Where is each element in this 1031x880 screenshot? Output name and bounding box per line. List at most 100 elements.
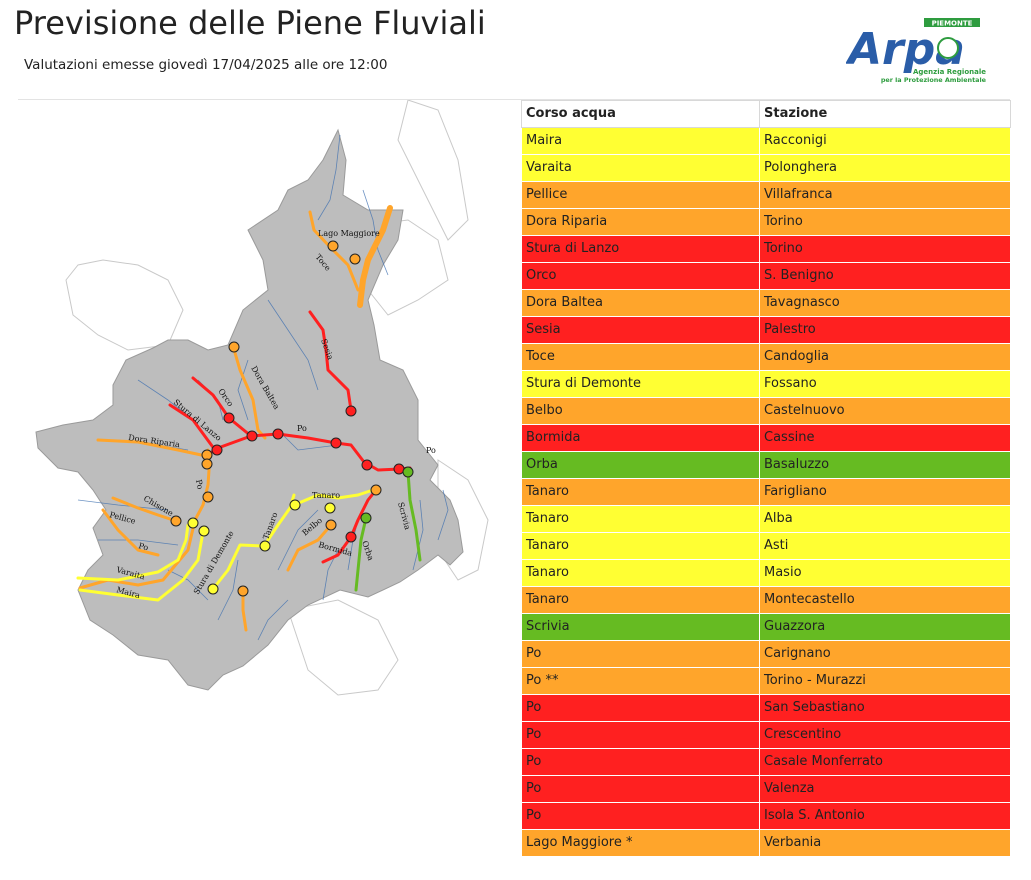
station-marker bbox=[324, 502, 336, 514]
river-cell: Orco bbox=[521, 262, 760, 290]
table-row: Toce Candoglia bbox=[521, 343, 1011, 371]
station-cell: Torino - Murazzi bbox=[759, 667, 1011, 695]
river-cell: Tanaro bbox=[521, 505, 760, 533]
river-cell: Po bbox=[521, 748, 760, 776]
station-marker bbox=[345, 531, 357, 543]
station-cell: Crescentino bbox=[759, 721, 1011, 749]
station-cell: Torino bbox=[759, 208, 1011, 236]
river-cell: Tanaro bbox=[521, 559, 760, 587]
table-row: Varaita Polonghera bbox=[521, 154, 1011, 182]
river-cell: Tanaro bbox=[521, 532, 760, 560]
station-marker bbox=[330, 437, 342, 449]
station-cell: Montecastello bbox=[759, 586, 1011, 614]
station-marker bbox=[201, 458, 213, 470]
table-row: Po San Sebastiano bbox=[521, 694, 1011, 722]
station-cell: Casale Monferrato bbox=[759, 748, 1011, 776]
station-marker bbox=[170, 515, 182, 527]
table-row: Tanaro Masio bbox=[521, 559, 1011, 587]
river-cell: Belbo bbox=[521, 397, 760, 425]
table-row: Stura di Lanzo Torino bbox=[521, 235, 1011, 263]
map-label: Po bbox=[297, 424, 307, 433]
river-cell: Sesia bbox=[521, 316, 760, 344]
logo-region-band bbox=[924, 18, 980, 27]
station-cell: Castelnuovo bbox=[759, 397, 1011, 425]
table-row: Po ** Torino - Murazzi bbox=[521, 667, 1011, 695]
table-header-row: Corso acqua Stazione bbox=[521, 100, 1011, 128]
piedmont-flood-map: Lago Maggiore Toce Sesia Dora Baltea Orc… bbox=[35, 100, 489, 696]
station-cell: Torino bbox=[759, 235, 1011, 263]
column-header-station: Stazione bbox=[759, 100, 1011, 128]
map-label: Lago Maggiore bbox=[318, 229, 380, 238]
station-marker bbox=[187, 517, 199, 529]
river-cell: Stura di Lanzo bbox=[521, 235, 760, 263]
station-cell: S. Benigno bbox=[759, 262, 1011, 290]
station-marker bbox=[246, 430, 258, 442]
station-cell: Palestro bbox=[759, 316, 1011, 344]
station-marker bbox=[360, 512, 372, 524]
piedmont-region-shape bbox=[35, 128, 464, 691]
river-cell: Dora Baltea bbox=[521, 289, 760, 317]
table-row: Orco S. Benigno bbox=[521, 262, 1011, 290]
river-cell: Po bbox=[521, 694, 760, 722]
map-label: Po bbox=[194, 479, 205, 490]
station-marker bbox=[211, 444, 223, 456]
river-cell: Scrivia bbox=[521, 613, 760, 641]
station-cell: Verbania bbox=[759, 829, 1011, 857]
river-cell: Tanaro bbox=[521, 586, 760, 614]
table-row: Lago Maggiore * Verbania bbox=[521, 829, 1011, 857]
river-cell: Varaita bbox=[521, 154, 760, 182]
table-row: Stura di Demonte Fossano bbox=[521, 370, 1011, 398]
logo-region-text: PIEMONTE bbox=[932, 20, 973, 28]
table-row: Orba Basaluzzo bbox=[521, 451, 1011, 479]
table-row: Po Crescentino bbox=[521, 721, 1011, 749]
river-cell: Po bbox=[521, 775, 760, 803]
station-marker bbox=[272, 428, 284, 440]
station-cell: Masio bbox=[759, 559, 1011, 587]
station-marker bbox=[237, 585, 249, 597]
station-cell: Isola S. Antonio bbox=[759, 802, 1011, 830]
station-marker bbox=[361, 459, 373, 471]
map-label: Po bbox=[426, 446, 436, 455]
table-row: Dora Riparia Torino bbox=[521, 208, 1011, 236]
table-row: Po Carignano bbox=[521, 640, 1011, 668]
table-row: Tanaro Farigliano bbox=[521, 478, 1011, 506]
table-row: Scrivia Guazzora bbox=[521, 613, 1011, 641]
station-cell: Farigliano bbox=[759, 478, 1011, 506]
table-row: Po Valenza bbox=[521, 775, 1011, 803]
header-divider bbox=[18, 99, 1010, 100]
station-marker bbox=[325, 519, 337, 531]
neighbour-regions bbox=[65, 100, 489, 696]
table-row: Sesia Palestro bbox=[521, 316, 1011, 344]
river-cell: Bormida bbox=[521, 424, 760, 452]
station-marker bbox=[228, 341, 240, 353]
river-cell: Lago Maggiore * bbox=[521, 829, 760, 857]
station-marker bbox=[393, 463, 405, 475]
page-title: Previsione delle Piene Fluviali bbox=[14, 4, 486, 42]
station-marker bbox=[402, 466, 414, 478]
table-row: Tanaro Alba bbox=[521, 505, 1011, 533]
station-marker bbox=[198, 525, 210, 537]
table-row: Po Isola S. Antonio bbox=[521, 802, 1011, 830]
river-cell: Orba bbox=[521, 451, 760, 479]
station-markers bbox=[170, 240, 414, 597]
map-label: Po bbox=[137, 541, 149, 552]
map-label: Tanaro bbox=[312, 491, 340, 500]
station-marker bbox=[349, 253, 361, 265]
station-marker bbox=[202, 491, 214, 503]
station-marker bbox=[259, 540, 271, 552]
station-cell: Cassine bbox=[759, 424, 1011, 452]
arpa-logo[interactable]: PIEMONTE Arpa Agenzia Regionale per la P… bbox=[846, 16, 992, 88]
river-cell: Po bbox=[521, 802, 760, 830]
station-cell: Polonghera bbox=[759, 154, 1011, 182]
alert-reaches bbox=[76, 205, 422, 632]
table-row: Bormida Cassine bbox=[521, 424, 1011, 452]
station-cell: Asti bbox=[759, 532, 1011, 560]
station-cell: San Sebastiano bbox=[759, 694, 1011, 722]
station-cell: Basaluzzo bbox=[759, 451, 1011, 479]
river-cell: Pellice bbox=[521, 181, 760, 209]
river-cell: Maira bbox=[521, 127, 760, 155]
river-cell: Tanaro bbox=[521, 478, 760, 506]
table-row: Belbo Castelnuovo bbox=[521, 397, 1011, 425]
river-cell: Stura di Demonte bbox=[521, 370, 760, 398]
station-cell: Racconigi bbox=[759, 127, 1011, 155]
